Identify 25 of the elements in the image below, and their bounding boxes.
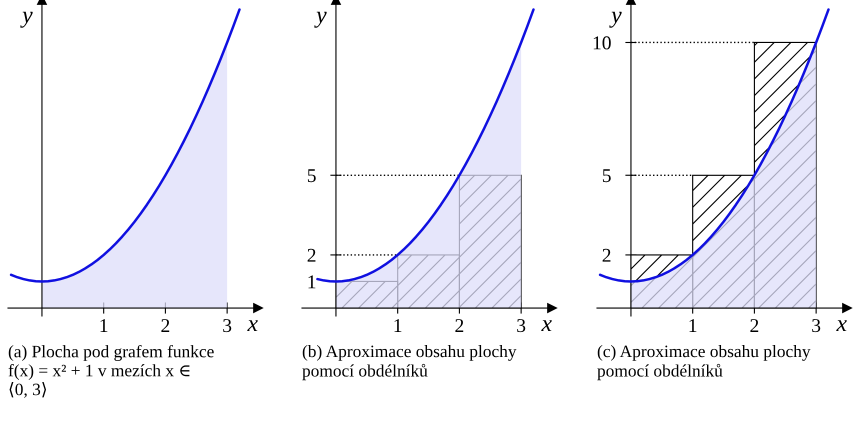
x-tick-label: 1: [394, 319, 402, 332]
y-tick-label: 10: [594, 36, 611, 50]
y-tick-label: 1: [308, 275, 316, 288]
text: (a) Plocha pod grafem funkce f(x) = x² + 1 v mezích x ∈ ⟨0, 3⟩: [8, 345, 214, 398]
x-axis-title: x: [836, 320, 847, 332]
x-tick-label: 2: [455, 319, 464, 332]
y-tick-label: 5: [308, 169, 316, 182]
y-tick-label: 5: [602, 169, 611, 182]
x-tick-label: 3: [223, 319, 232, 332]
x-tick-label: 3: [517, 319, 526, 332]
y-axis-title: y: [20, 12, 33, 28]
y-axis-title: y: [314, 12, 327, 28]
y-tick-label: 2: [602, 248, 610, 262]
text: (c) Aproximace obsahu plochy pomocí obdélníků: [597, 345, 811, 380]
x-tick-label: 2: [750, 319, 758, 332]
x-tick-label: 1: [690, 319, 696, 332]
text: (b) Aproximace obsahu plochy pomocí obdélníků: [302, 345, 516, 380]
x-tick-label: 3: [812, 319, 820, 332]
y-tick-label: 2: [308, 248, 316, 262]
x-tick-label: 1: [100, 319, 108, 332]
line-series: [316, 8, 535, 283]
x-axis-title: x: [541, 320, 552, 332]
y-axis-title: y: [609, 12, 622, 28]
x-axis-title: x: [247, 320, 258, 332]
x-tick-label: 2: [161, 319, 170, 332]
